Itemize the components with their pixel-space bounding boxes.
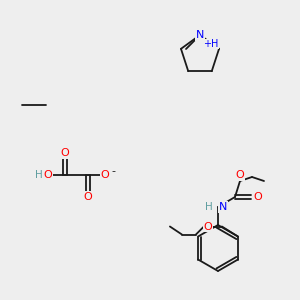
Text: H: H [205, 202, 213, 212]
Text: O: O [61, 148, 69, 158]
Text: O: O [236, 170, 244, 180]
Text: O: O [44, 170, 52, 180]
Text: +H: +H [203, 39, 218, 49]
Text: O: O [100, 170, 109, 180]
Text: O: O [84, 192, 92, 202]
Text: N: N [196, 30, 204, 40]
Text: O: O [253, 192, 262, 202]
Text: H: H [35, 170, 43, 180]
Text: N: N [219, 202, 227, 212]
Text: -: - [111, 166, 115, 176]
Text: O: O [203, 221, 212, 232]
